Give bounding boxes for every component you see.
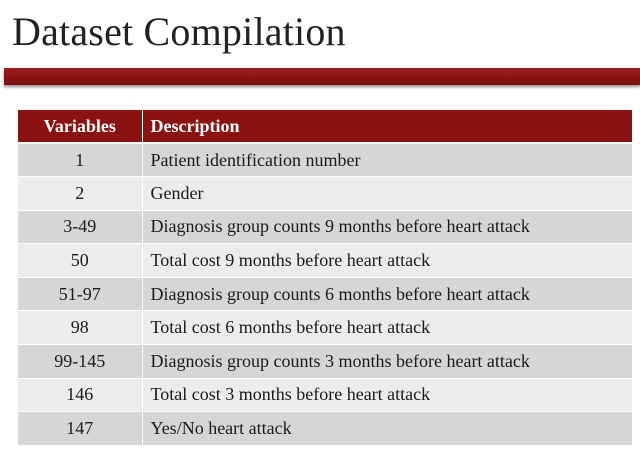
slide-title: Dataset Compilation xyxy=(12,9,346,54)
variable-cell: 3-49 xyxy=(18,209,142,244)
description-cell: Gender xyxy=(141,176,632,211)
table-row: 50 Total cost 9 months before heart atta… xyxy=(18,243,632,278)
description-cell: Yes/No heart attack xyxy=(141,411,632,446)
variable-cell: 99-145 xyxy=(18,344,142,379)
description-cell: Total cost 6 months before heart attack xyxy=(141,310,632,345)
variable-cell: 146 xyxy=(18,377,142,412)
table-header-row: Variables Description xyxy=(18,110,632,144)
variable-cell: 2 xyxy=(18,176,142,211)
variable-cell: 1 xyxy=(18,142,142,177)
table-row: 98 Total cost 6 months before heart atta… xyxy=(18,310,632,345)
table-row: 3-49 Diagnosis group counts 9 months bef… xyxy=(18,209,632,244)
header-description: Description xyxy=(141,110,632,144)
table-row: 146 Total cost 3 months before heart att… xyxy=(18,377,632,412)
description-cell: Total cost 3 months before heart attack xyxy=(141,377,632,412)
table-row: 1 Patient identification number xyxy=(18,142,632,177)
table-row: 2 Gender xyxy=(18,176,632,211)
table-row: 99-145 Diagnosis group counts 3 months b… xyxy=(18,344,632,379)
description-cell: Diagnosis group counts 3 months before h… xyxy=(141,344,632,379)
table-row: 147 Yes/No heart attack xyxy=(18,411,632,446)
title-divider-bar xyxy=(4,68,640,85)
variable-cell: 147 xyxy=(18,411,142,446)
table-row: 51-97 Diagnosis group counts 6 months be… xyxy=(18,276,632,311)
description-cell: Diagnosis group counts 6 months before h… xyxy=(141,276,632,311)
header-variables: Variables xyxy=(18,110,142,144)
description-cell: Patient identification number xyxy=(141,142,632,177)
variable-cell: 98 xyxy=(18,310,142,345)
variable-cell: 51-97 xyxy=(18,276,142,311)
variable-cell: 50 xyxy=(18,243,142,278)
description-cell: Diagnosis group counts 9 months before h… xyxy=(141,209,632,244)
description-cell: Total cost 9 months before heart attack xyxy=(141,243,632,278)
variables-table: Variables Description 1 Patient identifi… xyxy=(18,110,632,446)
